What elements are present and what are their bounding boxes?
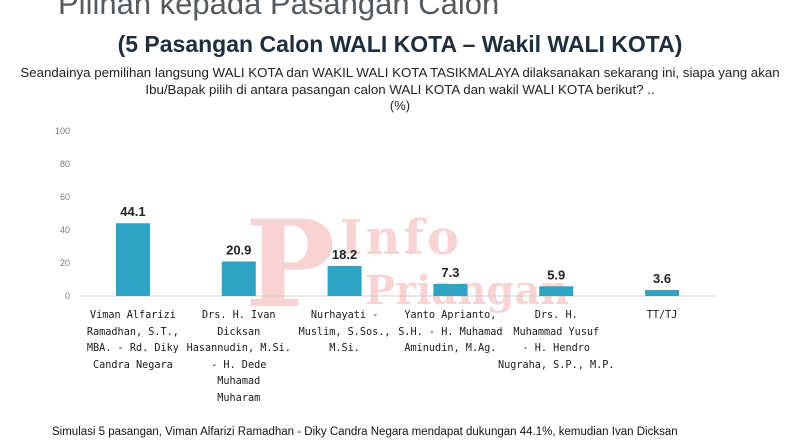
bar [327,265,362,296]
x-tick-label-line: Muharam [217,392,261,404]
y-tick-label: 100 [55,126,70,136]
bar [645,290,680,296]
bar [221,261,256,296]
bar [433,283,468,296]
x-tick-label-line: Nurhayati - [310,310,379,321]
x-tick-label-line: Muhamad [217,376,261,387]
x-tick-label: Nurhayati - Muslim, S.Sos., M.Si. [281,308,409,358]
x-tick-label-line: Ramadhan, S.T., [86,326,179,338]
data-label: 5.9 [547,267,565,282]
data-label: 18.2 [332,247,357,262]
x-tick-label-line: TT/TJ [646,310,678,321]
x-tick-label-line: Viman Alfarizi [89,310,176,321]
x-tick-label: Viman Alfarizi Ramadhan, S.T., MBA. - Rd. … [69,308,197,374]
x-tick-label-line: Muslim, S.Sos., [298,326,391,338]
x-tick-label: Drs. H. Muhammad Yusuf - H. Hendro Nugraha,… [492,308,620,374]
y-tick-label: 0 [65,291,70,301]
y-tick-label: 60 [60,192,70,202]
x-tick-label: Yanto Aprianto, S.H. - H. Muhamad Aminudin… [386,308,514,358]
x-tick-label: Drs. H. Ivan Dicksan Hasannudin, M.Si. - H.… [175,308,303,407]
bar [115,223,150,296]
footer-note: Simulasi 5 pasangan, Viman Alfarizi Rama… [52,426,678,438]
data-label: 44.1 [120,204,145,219]
y-tick-label: 80 [60,159,70,169]
unit-label: (%) [389,98,411,113]
y-tick-label: 20 [60,258,70,268]
chart-title: (5 Pasangan Calon WALI KOTA – Wakil WALI… [117,31,683,57]
x-tick-label-line: Dicksan [217,326,261,338]
x-tick-label-line: Aminudin, M.Ag. [404,343,497,354]
y-tick-label: 40 [60,225,70,235]
x-tick-label: TT/TJ [598,308,726,325]
data-label: 20.9 [226,243,251,258]
page-title-top: Pilihan kepada Pasangan Calon [58,0,500,21]
survey-question: Seandainya pemilihan langsung WALI KOTA … [20,65,780,97]
x-tick-label-line: Nugraha, S.P., M.P. [497,359,615,371]
x-tick-label-line: MBA. - Rd. Diky [86,343,179,354]
x-tick-label-line: Drs. H. [534,310,578,321]
x-tick-label-line: - H. Dede [211,359,267,371]
x-tick-label-line: Candra Negara [93,359,173,371]
data-label: 7.3 [441,265,459,280]
x-tick-label-line: S.H. - H. Muhamad [398,326,503,338]
x-tick-label-line: Hasannudin, M.Si. [186,343,291,354]
x-tick-label-line: M.Si. [329,343,360,354]
data-label: 3.6 [653,271,671,286]
x-tick-label-line: Yanto Aprianto, [404,310,497,321]
x-tick-label-line: Muhammad Yusuf [513,326,600,338]
bar [539,286,574,296]
x-tick-label-line: - H. Hendro [522,343,590,354]
x-tick-label-line: Drs. H. Ivan [201,310,276,321]
